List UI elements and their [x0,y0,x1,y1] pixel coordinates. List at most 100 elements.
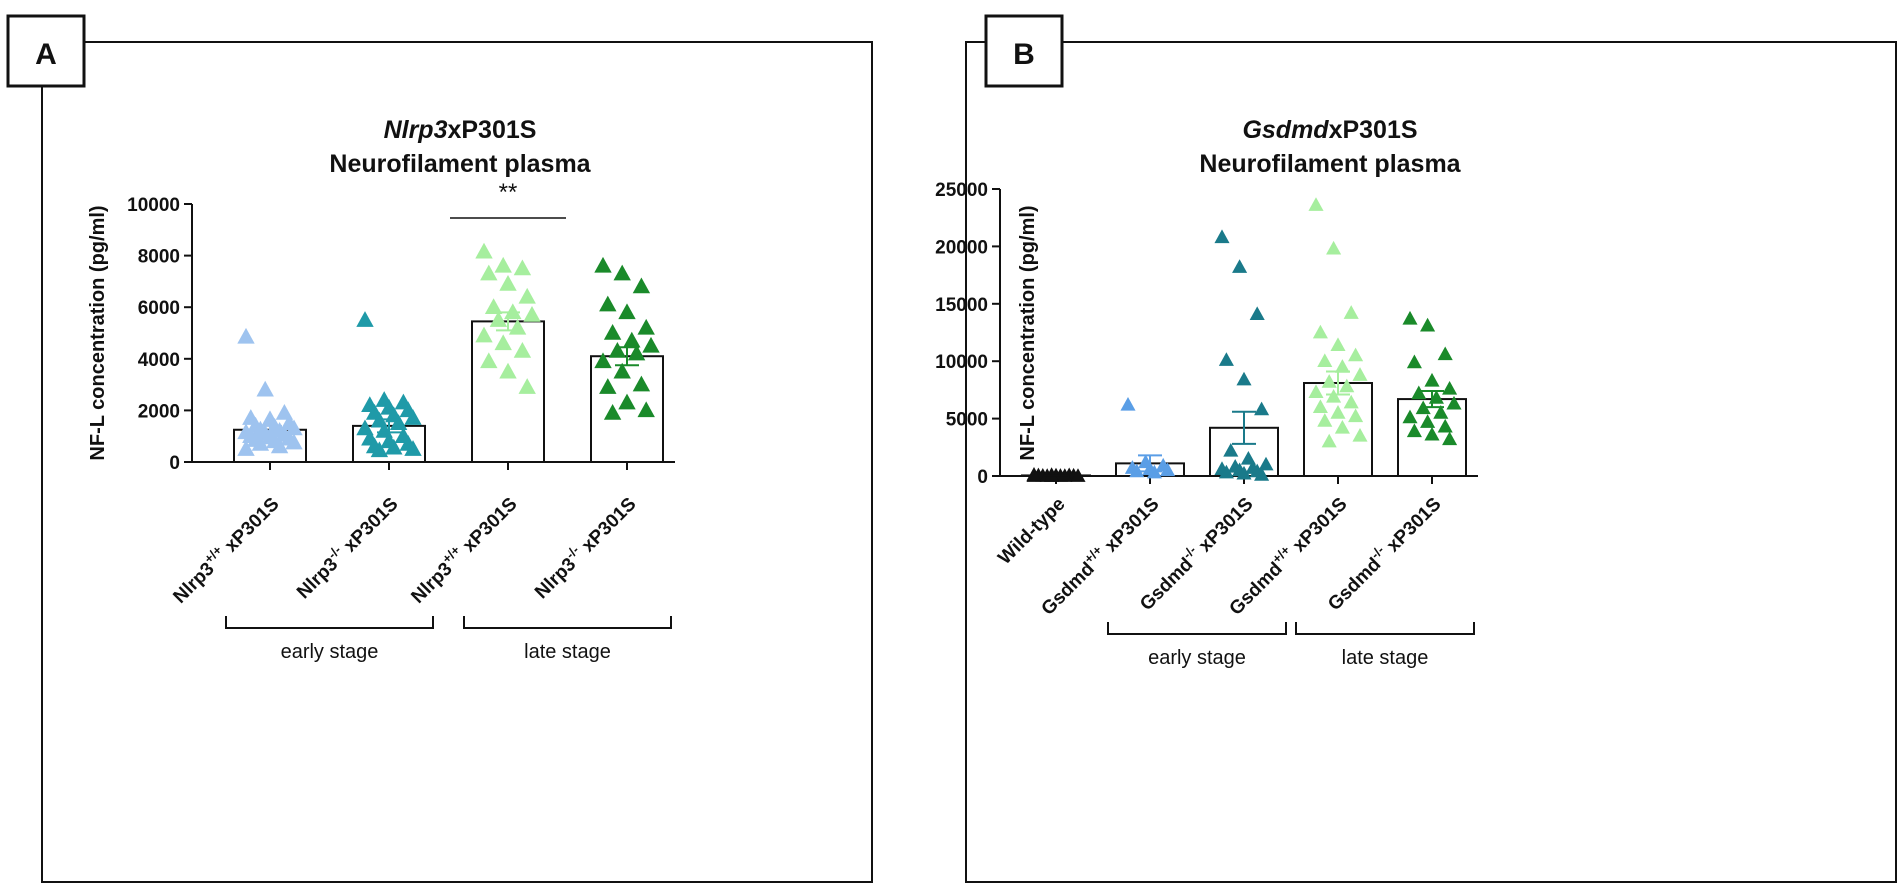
data-point [370,441,389,458]
x-tick-label-base: Gsdmd [1324,554,1385,615]
data-point [1236,371,1252,386]
y-tick-label: 20000 [935,237,988,258]
panel-a-ylabel: NF-L concentration (pg/ml) [87,205,109,460]
data-point [270,437,289,454]
data-point [504,303,522,320]
data-point [1334,359,1350,373]
stage-bracket [1295,622,1475,635]
data-point [237,327,255,344]
data-point [1437,346,1453,361]
data-point [1437,418,1453,433]
data-point [1308,384,1324,399]
data-point [1433,405,1449,419]
y-tick-label: 25000 [935,180,988,201]
data-point [1330,405,1346,419]
x-tick-label-suffix: xP301S [1097,494,1163,560]
panel-a-title-gene: Nlrp3 [384,116,448,144]
data-point [1160,462,1176,477]
data-point [1406,423,1422,438]
data-point [1218,464,1234,479]
data-point [599,295,617,312]
y-tick-label: 6000 [138,298,180,319]
data-point [518,378,536,394]
data-point [642,336,660,353]
data-point [618,393,636,410]
data-point [627,344,646,361]
data-point [1402,310,1418,325]
x-tick-label-base: Wild-type [994,494,1069,569]
data-point [1326,388,1342,403]
y-tick-label: 15000 [935,295,988,316]
panel-b-title-gene: Gsdmd [1242,116,1329,144]
data-point [1352,428,1368,442]
data-point [1254,401,1270,416]
stage-bracket [463,616,672,629]
data-point [1348,408,1364,423]
data-point [494,256,512,273]
x-tick-label-suffix: xP301S [1379,494,1445,560]
data-point [637,318,655,335]
data-point [1249,306,1265,320]
data-point [613,362,631,379]
stage-label: early stage [1148,647,1246,669]
data-point [1232,259,1248,273]
panel-b-title: GsdmdxP301S [1242,116,1417,144]
data-point [518,287,536,304]
data-point [356,311,374,327]
panel-b-title-suffix: xP301S [1329,116,1418,144]
data-point [1420,317,1436,332]
data-point [1070,468,1086,482]
stage-bracket [1107,622,1287,635]
data-point [613,264,631,281]
data-point [1317,413,1333,427]
data-point [603,324,622,340]
data-point [523,305,541,322]
data-point [1424,426,1440,441]
data-point [1343,394,1359,409]
data-point [484,298,503,314]
x-tick-label-suffix: xP301S [336,494,402,560]
panel-a: A Nlrp3xP301S Neurofilament plasma NF-L … [6,14,873,883]
y-tick-label: 8000 [138,247,180,268]
panel-a-label-box [6,14,86,88]
data-point [618,303,636,320]
data-point [513,259,532,276]
data-point [1446,395,1462,410]
data-point [1240,450,1256,465]
data-point [1308,197,1324,211]
data-point [603,403,622,420]
y-tick-label: 5000 [946,410,988,431]
data-point [1424,372,1440,387]
data-point [1339,378,1355,393]
panel-b-label-box [984,14,1064,88]
data-point [480,352,498,369]
x-tick-label-suffix: xP301S [217,494,283,560]
y-tick-label: 4000 [138,350,180,371]
data-point [1442,380,1458,395]
panel-b-label: B [1013,38,1035,71]
data-point [1236,465,1252,480]
data-point [1330,337,1346,351]
y-tick-label: 0 [977,467,988,488]
data-point [256,380,274,397]
data-point [285,433,303,450]
data-point [489,311,508,327]
data-point [1312,324,1328,339]
x-tick-label-base: Gsdmd [1226,559,1287,620]
data-point [404,440,422,456]
x-tick-label-suffix: xP301S [574,494,640,560]
panel-b-subtitle: Neurofilament plasma [1199,150,1461,178]
data-point [1218,352,1234,366]
y-tick-label: 0 [169,453,180,474]
data-point [632,277,651,294]
data-point [475,326,493,343]
data-point [1120,397,1136,411]
panel-b-ylabel: NF-L concentration (pg/ml) [1017,205,1039,460]
data-point [1334,419,1350,434]
data-point [599,378,617,394]
x-tick-label-suffix: xP301S [1285,494,1351,560]
x-tick-label: Nlrp3+/+ xP301S [405,491,522,608]
data-point [251,434,270,451]
data-point [513,342,532,358]
